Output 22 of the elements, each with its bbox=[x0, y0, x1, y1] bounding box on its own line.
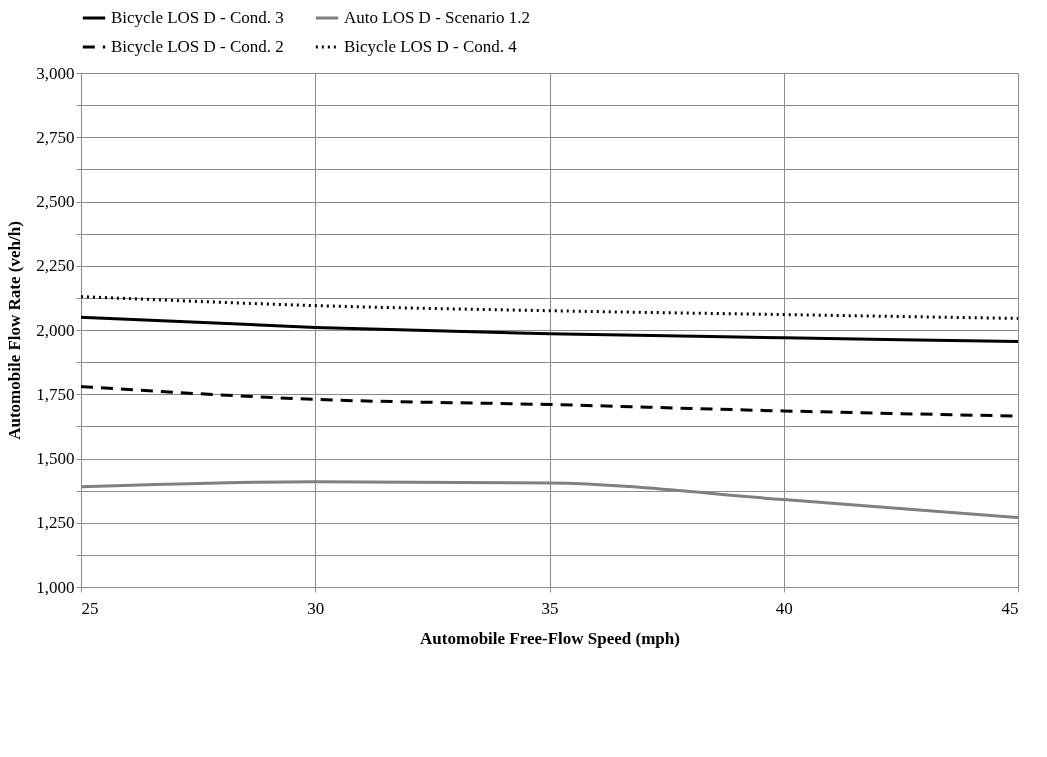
y-tick-label: 1,500 bbox=[36, 449, 75, 468]
x-tick-label: 25 bbox=[81, 598, 99, 618]
y-tick-label: 3,000 bbox=[36, 63, 75, 83]
x-tick-label: 35 bbox=[541, 598, 559, 618]
legend-label: Auto LOS D - Scenario 1.2 bbox=[344, 8, 531, 27]
y-tick-label: 1,750 bbox=[36, 384, 75, 404]
y-axis-title: Automobile Flow Rate (veh/h) bbox=[5, 221, 25, 440]
x-tick-label: 30 bbox=[307, 598, 325, 618]
legend-label: Bicycle LOS D - Cond. 4 bbox=[344, 37, 518, 56]
y-tick-label: 1,000 bbox=[36, 577, 75, 597]
line-series bbox=[79, 295, 1020, 320]
y-tick-label: 2,000 bbox=[36, 320, 75, 340]
y-tick-label: 1,250 bbox=[36, 513, 75, 533]
x-tick-label: 40 bbox=[775, 598, 793, 618]
line-series bbox=[79, 315, 1020, 344]
x-tick-label: 45 bbox=[1001, 598, 1019, 618]
y-tick-label: 2,500 bbox=[36, 192, 75, 211]
x-axis-title: Automobile Free-Flow Speed (mph) bbox=[420, 628, 680, 648]
legend-label: Bicycle LOS D - Cond. 2 bbox=[111, 37, 284, 56]
legend-label: Bicycle LOS D - Cond. 3 bbox=[111, 8, 284, 27]
y-tick-label: 2,750 bbox=[36, 127, 75, 147]
y-tick-label: 2,250 bbox=[36, 256, 75, 276]
